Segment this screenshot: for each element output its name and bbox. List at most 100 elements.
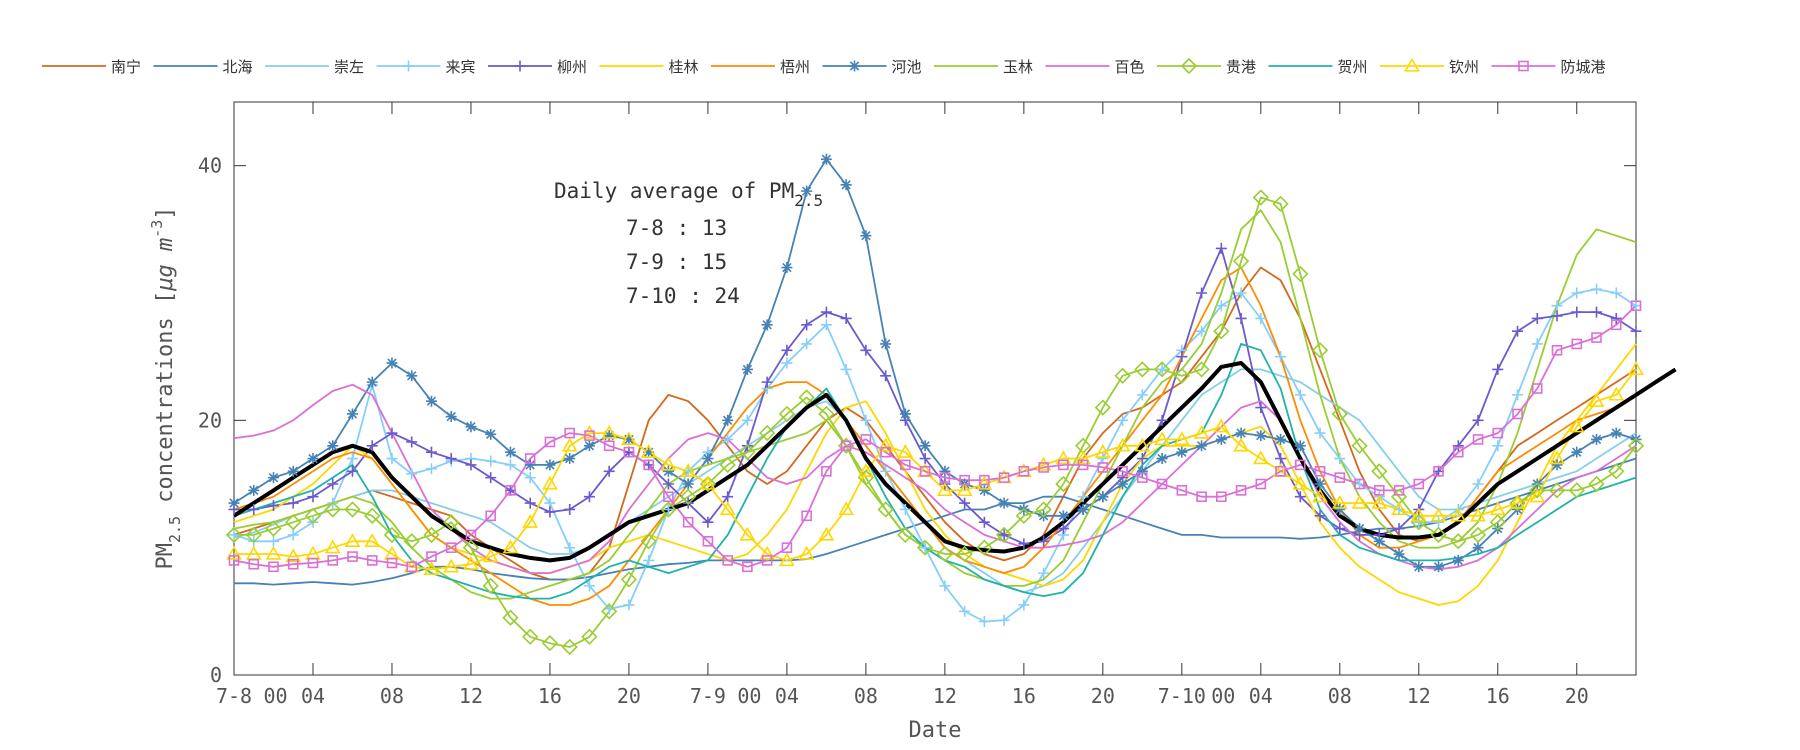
daily-average-annotation: Daily average of PM2.5 7-8 : 13 7-9 : 15…: [554, 179, 823, 308]
data-point: [1215, 433, 1227, 445]
data-point: [1196, 325, 1208, 337]
data-point: [307, 453, 319, 465]
data-point: [1114, 437, 1131, 452]
y-tick-label: 20: [198, 408, 222, 432]
legend-item: 桂林: [599, 58, 699, 76]
data-point: [364, 507, 381, 524]
data-point: [245, 526, 262, 544]
data-point: [1334, 523, 1346, 535]
data-point: [702, 516, 714, 528]
data-point: [307, 557, 319, 569]
data-point: [564, 542, 576, 554]
data-point: [1134, 437, 1151, 452]
series-line: [233, 158, 1637, 568]
data-point: [248, 558, 260, 570]
data-point: [880, 370, 892, 382]
data-point: [425, 446, 437, 458]
data-point: [700, 475, 716, 490]
data-point: [248, 503, 260, 515]
data-point: [939, 472, 951, 483]
data-point: [502, 539, 519, 554]
data-point: [403, 533, 420, 550]
data-point: [287, 529, 299, 541]
data-point: [781, 262, 793, 274]
data-point: [226, 545, 242, 560]
data-point: [919, 440, 931, 452]
series-line: [233, 209, 1637, 600]
legend-marker: [1518, 60, 1529, 72]
data-point: [1136, 453, 1148, 465]
data-point: [998, 529, 1010, 541]
data-point: [1156, 453, 1168, 465]
data-point: [722, 433, 734, 445]
data-point: [1018, 465, 1030, 477]
data-point: [742, 561, 753, 573]
data-point: [643, 446, 655, 458]
data-point: [739, 526, 756, 541]
legend-item: 梧州: [711, 58, 810, 76]
data-point: [939, 580, 951, 592]
data-point: [643, 459, 655, 471]
legend-marker: [403, 60, 414, 72]
data-point: [383, 526, 401, 544]
data-point: [1433, 561, 1445, 573]
data-point: [798, 545, 815, 560]
data-point: [818, 526, 835, 541]
data-point: [1154, 431, 1170, 446]
data-point: [504, 446, 516, 458]
data-point: [998, 497, 1010, 509]
data-point: [877, 437, 894, 452]
data-point: [779, 552, 795, 567]
data-point: [1531, 312, 1543, 324]
series-line: [233, 343, 1637, 606]
data-point: [267, 500, 279, 512]
data-point: [541, 635, 559, 652]
data-point: [858, 463, 874, 477]
data-point: [1252, 189, 1269, 206]
data-point: [1430, 526, 1447, 544]
data-point: [386, 357, 398, 369]
data-point: [267, 535, 279, 547]
legend-marker: [514, 60, 526, 72]
data-point: [344, 501, 361, 518]
legend-item: 贺州: [1268, 58, 1368, 76]
data-point: [1117, 478, 1129, 490]
data-point: [1610, 319, 1622, 331]
data-point: [801, 338, 813, 350]
data-point: [781, 357, 793, 369]
data-point: [860, 344, 872, 356]
x-tick-label: 20: [1091, 684, 1115, 708]
data-point: [285, 514, 302, 531]
legend-label: 玉林: [1003, 58, 1033, 76]
x-tick-label: 04: [1249, 684, 1273, 708]
data-point: [265, 520, 282, 537]
data-point: [1134, 361, 1151, 378]
data-point: [899, 503, 911, 515]
data-point: [406, 370, 418, 382]
data-point: [1628, 361, 1644, 376]
data-point: [544, 506, 556, 518]
data-point: [702, 535, 714, 547]
data-point: [976, 539, 993, 556]
data-point: [524, 497, 536, 509]
legend-item: 河池: [822, 58, 922, 76]
x-tick-label: 12: [933, 684, 957, 708]
x-tick-label: 00: [737, 684, 761, 708]
data-point: [1373, 535, 1385, 547]
data-point: [1038, 567, 1050, 579]
legend-label: 来宾: [446, 58, 476, 76]
data-point: [1334, 503, 1346, 515]
data-point: [959, 474, 970, 486]
data-point: [1035, 501, 1052, 518]
data-point: [643, 554, 655, 566]
data-point: [1591, 332, 1602, 343]
data-point: [347, 551, 358, 562]
data-point: [603, 440, 615, 452]
data-point: [1255, 478, 1267, 490]
data-point: [860, 414, 872, 426]
x-tick-label: 00: [1211, 684, 1235, 708]
data-point: [482, 548, 499, 563]
data-point: [640, 533, 657, 550]
data-point: [524, 472, 536, 484]
data-point: [485, 510, 497, 522]
